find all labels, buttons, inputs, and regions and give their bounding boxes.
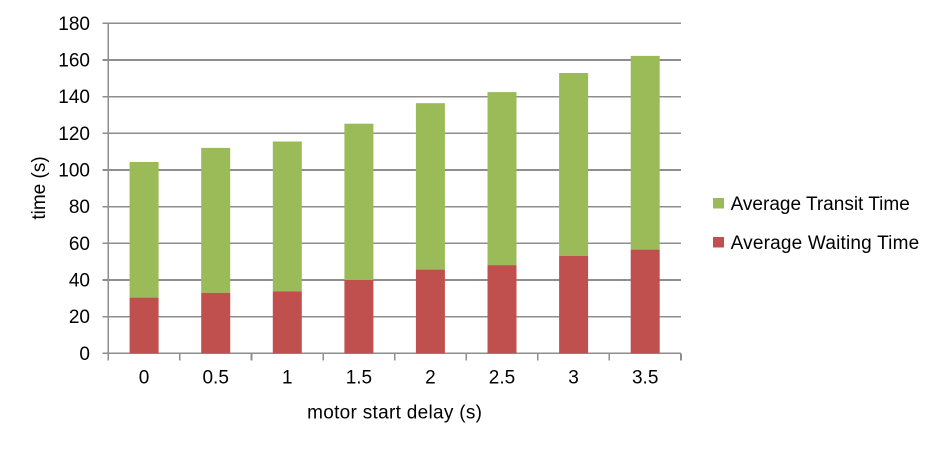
svg-text:motor start delay (s): motor start delay (s) [307,403,482,424]
svg-text:40: 40 [69,271,90,292]
svg-text:80: 80 [69,197,90,218]
svg-text:0: 0 [139,368,150,389]
svg-text:Average Waiting Time: Average Waiting Time [731,233,920,254]
svg-text:120: 120 [58,124,90,145]
svg-text:1: 1 [282,368,293,389]
svg-text:2.5: 2.5 [489,368,515,389]
svg-text:Average Transit Time: Average Transit Time [731,194,910,215]
svg-text:0.5: 0.5 [202,368,228,389]
svg-text:1.5: 1.5 [346,368,372,389]
svg-text:20: 20 [69,307,90,328]
svg-text:60: 60 [69,234,90,255]
svg-text:3.5: 3.5 [632,368,658,389]
svg-text:time (s): time (s) [29,156,50,219]
svg-text:140: 140 [58,87,90,108]
svg-text:160: 160 [58,51,90,72]
svg-text:0: 0 [79,344,90,365]
svg-text:3: 3 [568,368,579,389]
svg-text:2: 2 [425,368,436,389]
svg-text:100: 100 [58,161,90,182]
svg-text:180: 180 [58,14,90,35]
